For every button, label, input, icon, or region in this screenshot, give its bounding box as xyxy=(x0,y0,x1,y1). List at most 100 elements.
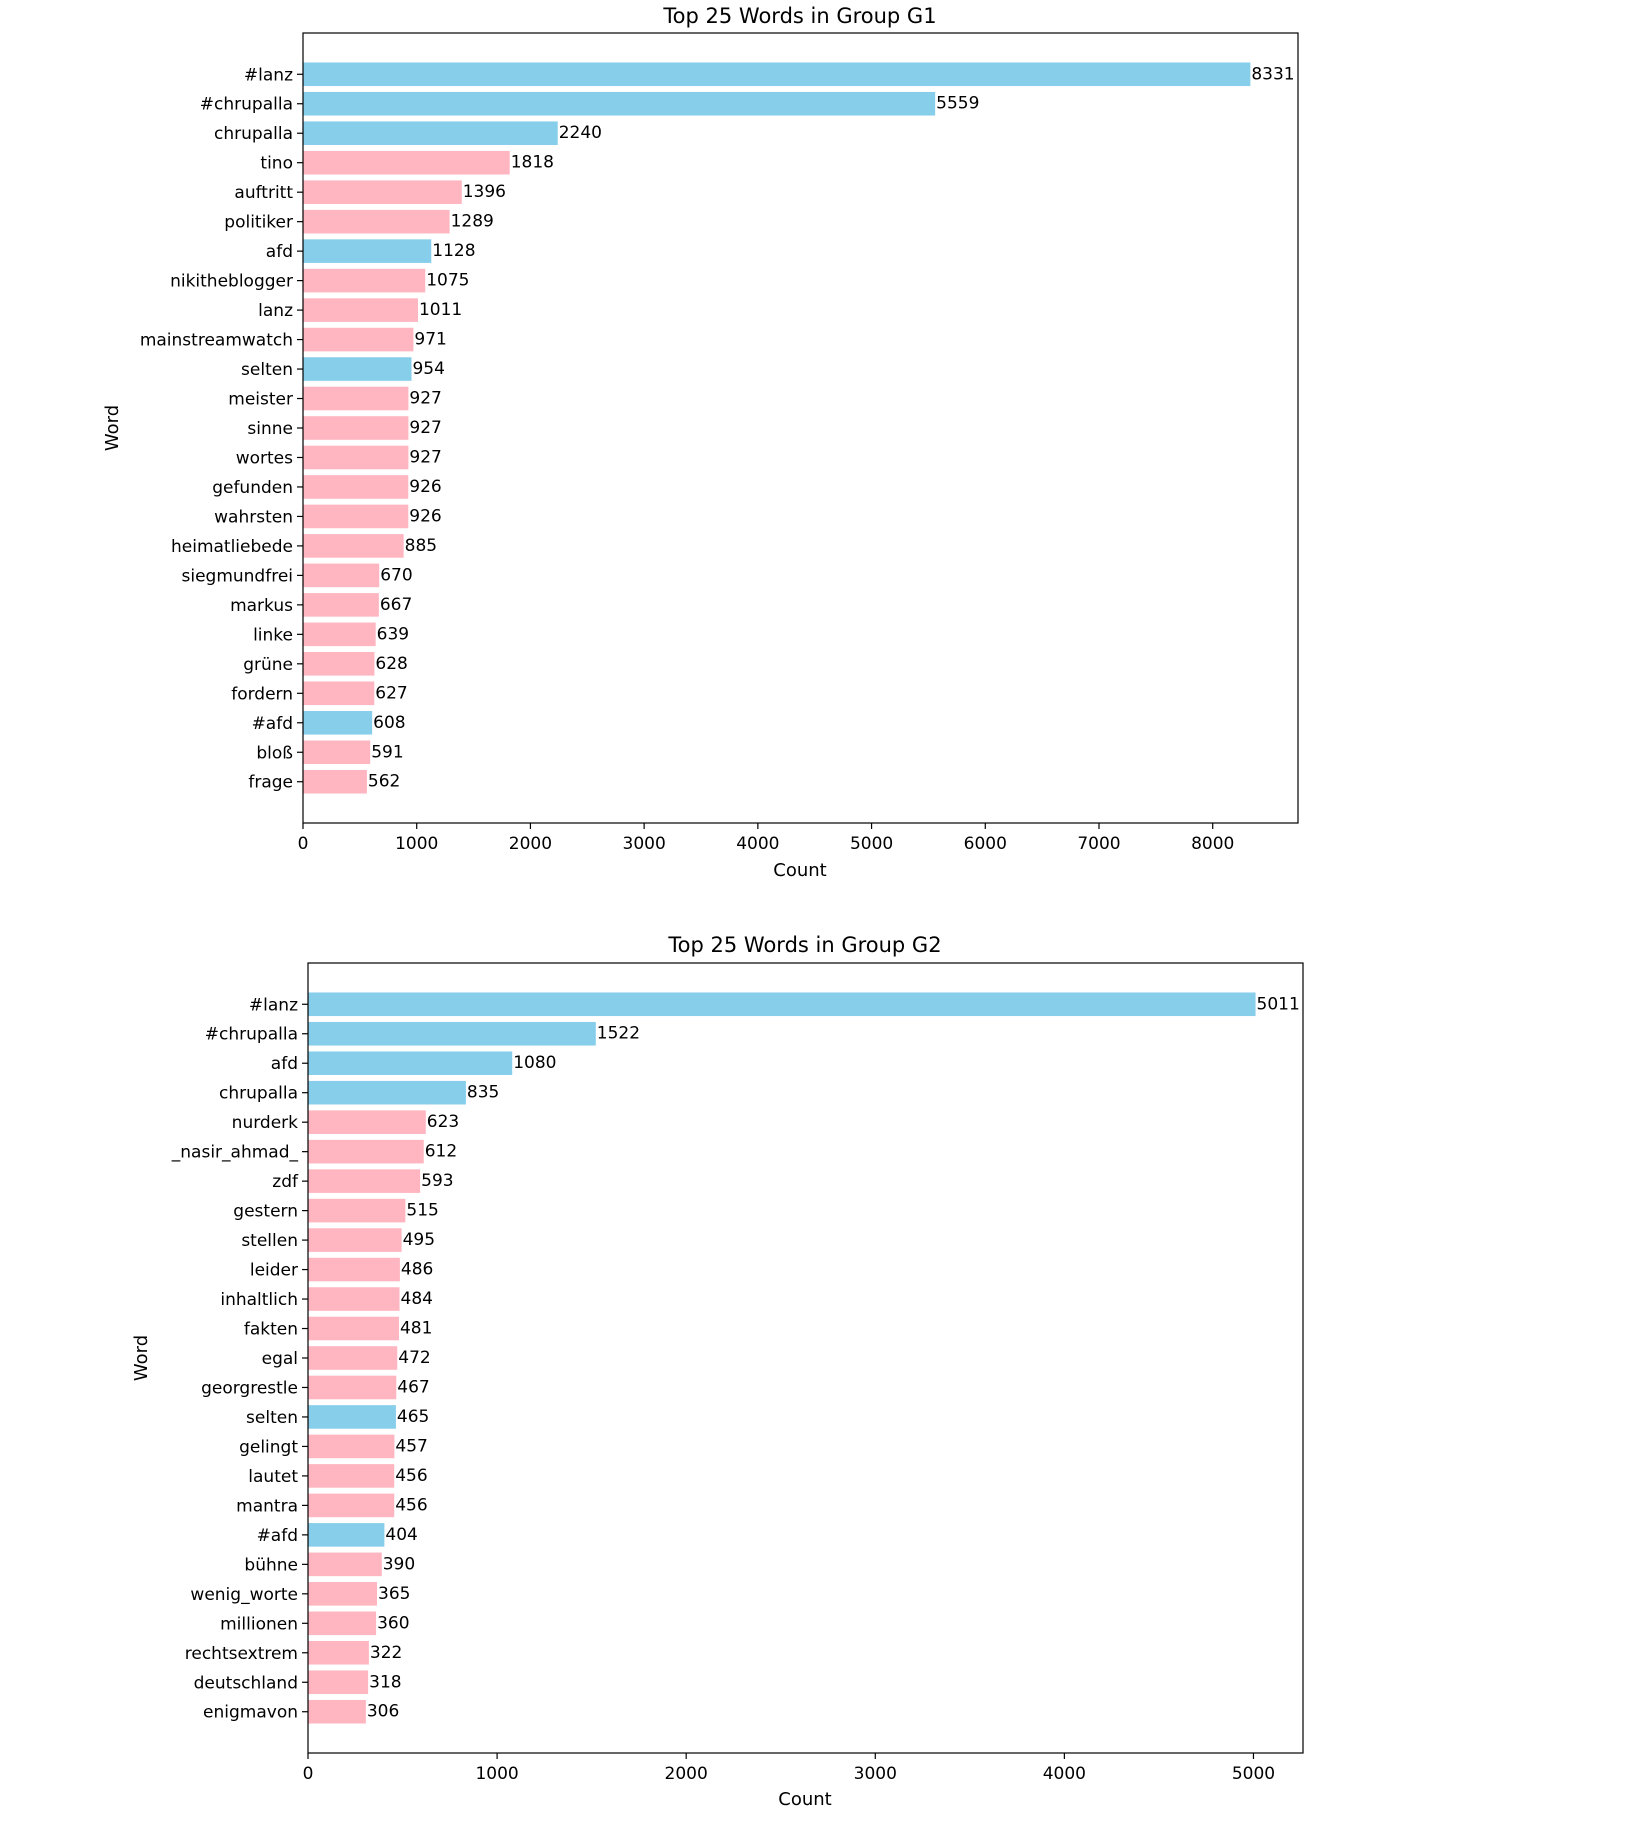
bar xyxy=(308,1552,382,1577)
y-tick-label: lautet xyxy=(248,1467,298,1487)
bar xyxy=(308,1434,395,1459)
data-label: 484 xyxy=(401,1289,433,1309)
bar xyxy=(303,475,409,499)
y-tick-label: fordern xyxy=(231,684,293,704)
x-tick-label: 4000 xyxy=(736,834,779,854)
bar xyxy=(308,1287,400,1311)
y-tick-label: politiker xyxy=(224,213,293,233)
bar xyxy=(303,563,380,588)
bar xyxy=(303,740,371,765)
x-axis-label: Count xyxy=(778,1789,831,1810)
y-tick-label: zdf xyxy=(272,1172,299,1192)
y-tick-label: linke xyxy=(253,625,293,645)
bar xyxy=(308,1228,402,1252)
y-tick-label: selten xyxy=(246,1408,298,1428)
data-label: 467 xyxy=(397,1377,429,1397)
data-label: 8331 xyxy=(1251,64,1294,84)
y-tick-label: markus xyxy=(230,596,293,616)
bar xyxy=(308,1375,397,1400)
data-label: 562 xyxy=(368,772,400,792)
x-tick-label: 6000 xyxy=(964,834,1007,854)
plot-frame xyxy=(302,32,1299,824)
y-tick-label: gefunden xyxy=(212,478,293,498)
chart-g1-svg: Top 25 Words in Group G1 0 1000 2000 3000 40… xyxy=(102,4,1299,881)
chart-g1: Top 25 Words in Group G1 0 1000 2000 3000 40… xyxy=(0,0,1642,900)
x-tick-label: 4000 xyxy=(1043,1764,1086,1784)
bar xyxy=(308,1257,400,1282)
y-tick-label: egal xyxy=(262,1349,298,1369)
y-tick-label: millionen xyxy=(220,1614,298,1634)
chart-g2-svg: Top 25 Words in Group G2 0 1000 2000 3000 40… xyxy=(131,933,1304,1810)
data-label: 926 xyxy=(409,477,441,497)
y-axis-label: Word xyxy=(102,405,123,451)
data-label: 1080 xyxy=(513,1053,556,1073)
data-label: 628 xyxy=(375,654,407,674)
data-label: 835 xyxy=(467,1083,499,1103)
data-label: 5011 xyxy=(1257,994,1300,1014)
bar xyxy=(308,1611,377,1636)
data-label: 885 xyxy=(405,536,437,556)
x-tick-label: 3000 xyxy=(854,1764,897,1784)
bar xyxy=(308,1405,396,1429)
y-tick-label: nurderk xyxy=(232,1113,298,1133)
y-tick-label: stellen xyxy=(241,1231,298,1251)
chart-title: Top 25 Words in Group G2 xyxy=(667,933,941,957)
bar xyxy=(303,652,375,676)
y-tick-label: bloß xyxy=(256,743,293,763)
data-label: 365 xyxy=(378,1584,410,1604)
y-tick-label: rechtsextrem xyxy=(185,1644,298,1664)
data-label: 515 xyxy=(406,1201,438,1221)
data-label: 318 xyxy=(369,1672,401,1692)
data-label: 927 xyxy=(409,418,441,438)
y-tick-label: _nasir_ahmad_ xyxy=(171,1143,299,1163)
y-axis-label: Word xyxy=(131,1335,152,1381)
bar xyxy=(308,1670,369,1695)
bar xyxy=(308,1139,424,1164)
data-label: 456 xyxy=(395,1495,427,1515)
bar xyxy=(308,1346,398,1370)
data-label: 593 xyxy=(421,1171,453,1191)
data-label: 472 xyxy=(398,1348,430,1368)
y-tick-label: siegmundfrei xyxy=(181,566,293,586)
y-tick-label: lanz xyxy=(258,301,293,321)
data-label: 612 xyxy=(425,1142,457,1162)
data-label: 927 xyxy=(409,389,441,409)
data-label: 306 xyxy=(367,1702,399,1722)
data-label: 1075 xyxy=(426,271,469,291)
bar xyxy=(303,268,426,293)
x-tick-label: 3000 xyxy=(623,834,666,854)
bar xyxy=(308,1582,378,1606)
y-tick-label: #lanz xyxy=(244,65,293,85)
x-tick-label: 0 xyxy=(303,1764,314,1784)
bar xyxy=(308,1051,513,1076)
y-tick-label: #afd xyxy=(257,1526,298,1546)
y-tick-label: tino xyxy=(260,154,293,174)
y-tick-label: chrupalla xyxy=(214,124,293,144)
data-label: 457 xyxy=(395,1436,427,1456)
y-tick-label: meister xyxy=(228,390,293,410)
data-label: 670 xyxy=(380,565,412,585)
data-label: 1818 xyxy=(511,153,554,173)
y-tick-label: #chrupalla xyxy=(200,95,293,115)
y-tick-label: grüne xyxy=(243,655,293,675)
y-tick-label: frage xyxy=(248,773,293,793)
bar xyxy=(308,1021,596,1046)
x-tick-label: 1000 xyxy=(395,834,438,854)
data-label: 1289 xyxy=(451,212,494,232)
plot-frame xyxy=(307,962,1304,1754)
data-label: 1396 xyxy=(463,182,506,202)
bar xyxy=(303,386,409,411)
bar xyxy=(308,1316,399,1341)
y-tick-label: wenig_worte xyxy=(190,1585,298,1605)
data-label: 623 xyxy=(427,1112,459,1132)
y-tick-label: chrupalla xyxy=(219,1084,298,1104)
y-tick-label: afd xyxy=(271,1054,298,1074)
bar xyxy=(303,445,409,470)
y-tick-label: mainstreamwatch xyxy=(140,331,293,351)
bar xyxy=(303,91,936,116)
y-tick-label: mantra xyxy=(236,1496,298,1516)
bar xyxy=(303,180,462,204)
x-tick-label: 5000 xyxy=(1232,1764,1275,1784)
y-tick-label: wortes xyxy=(236,448,293,468)
bar xyxy=(303,357,412,381)
